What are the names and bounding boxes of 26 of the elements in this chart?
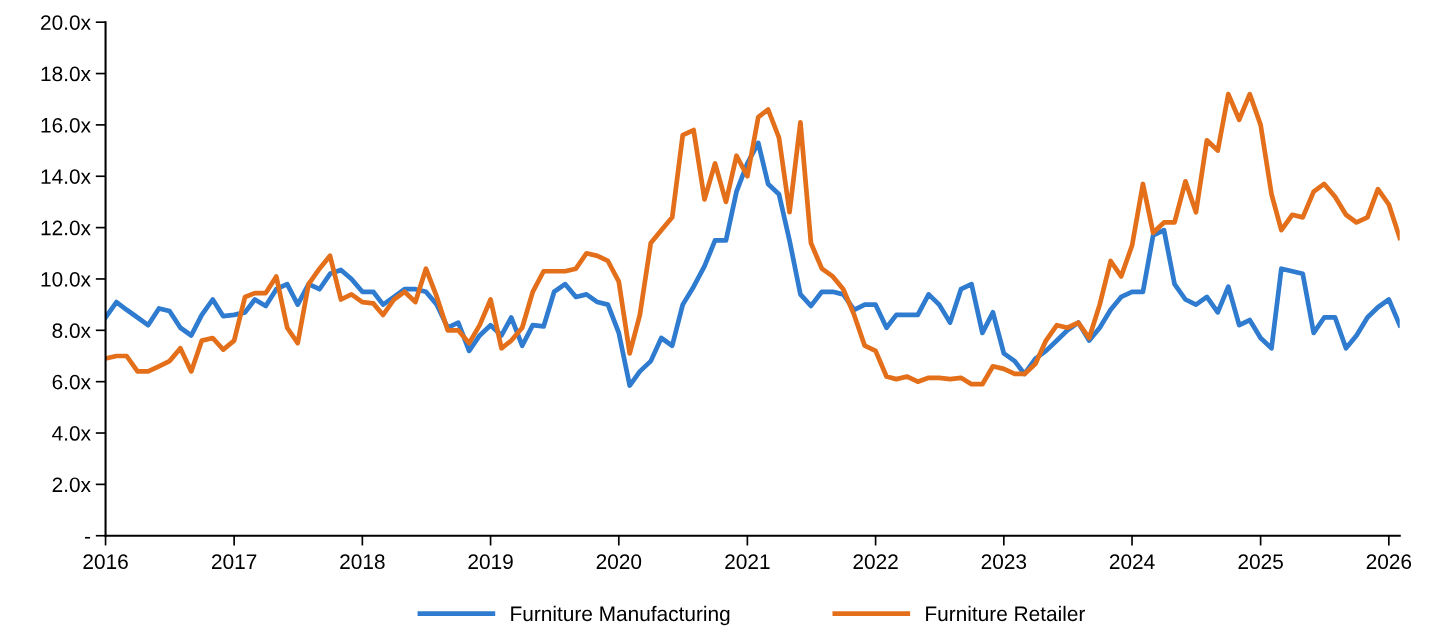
x-tick-label: 2022 (853, 554, 898, 570)
x-tick-label: 2026 (1366, 554, 1412, 570)
y-tick-label: 8.0x (52, 323, 91, 339)
x-tick-label: 2017 (212, 554, 257, 570)
x-tick-label: 2020 (596, 554, 642, 570)
legend-label: Furniture Retailer (926, 605, 1086, 622)
x-tick-label: 2023 (981, 554, 1027, 570)
legend-label: Furniture Manufacturing (511, 605, 730, 626)
y-tick-label: 18.0x (41, 66, 91, 82)
y-tick-label: 20.0x (41, 15, 91, 30)
x-tick-label: 2024 (1109, 554, 1155, 570)
y-tick-label: 16.0x (41, 117, 91, 133)
x-tick-label: 2018 (340, 554, 385, 570)
x-tick-label: 2025 (1238, 554, 1283, 570)
line-series (105, 140, 1400, 388)
x-tick-label: 2021 (725, 554, 770, 570)
y-tick-label: 12.0x (41, 220, 91, 236)
y-tick-label: 14.0x (41, 169, 91, 185)
y-tick-label: 4.0x (52, 426, 91, 441)
y-tick-label: 10.0x (41, 271, 91, 287)
y-tick-label: 6.0x (52, 374, 91, 390)
y-tick-label: 2.0x (52, 477, 91, 493)
y-tick-label: - (84, 536, 91, 539)
x-tick-label: 2019 (468, 554, 513, 570)
x-tick-label: 2016 (83, 554, 128, 570)
line-series (105, 91, 1400, 387)
